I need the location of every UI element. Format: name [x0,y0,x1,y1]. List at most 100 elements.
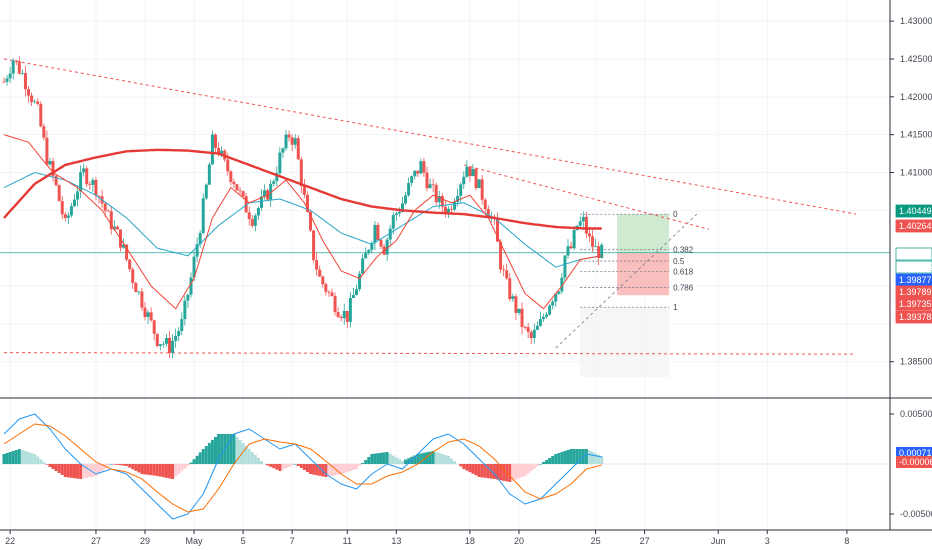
position-loss-zone[interactable] [617,252,670,296]
candle-body[interactable] [462,176,466,185]
candle-body[interactable] [278,152,282,174]
candle-body[interactable] [318,269,322,277]
macd-line[interactable] [3,413,602,520]
candle-body[interactable] [73,199,76,207]
candle-body[interactable] [20,73,24,74]
candle-body[interactable] [321,276,325,285]
candle-body[interactable] [60,201,64,215]
candle-body[interactable] [508,278,512,300]
candle-body[interactable] [253,215,257,226]
candle-body[interactable] [2,81,6,83]
candle-body[interactable] [293,138,297,145]
candle-body[interactable] [14,60,18,62]
candle-body[interactable] [146,312,150,317]
candle-body[interactable] [465,166,469,177]
candle-body[interactable] [541,316,545,320]
candle-body[interactable] [572,230,576,249]
candle-body[interactable] [348,297,352,322]
candle-body[interactable] [189,277,193,295]
candle-body[interactable] [434,184,438,203]
candle-body[interactable] [149,312,153,321]
candle-body[interactable] [327,291,331,293]
candle-body[interactable] [103,203,107,211]
candle-body[interactable] [220,150,224,155]
candle-body[interactable] [355,289,358,295]
candle-body[interactable] [183,300,187,320]
candle-body[interactable] [324,284,328,292]
candle-body[interactable] [106,210,110,212]
candle-body[interactable] [425,172,429,189]
candle-body[interactable] [42,126,46,138]
candle-body[interactable] [134,282,138,293]
candle-body[interactable] [431,184,435,186]
candle-body[interactable] [446,208,450,214]
candle-body[interactable] [600,244,604,258]
candle-body[interactable] [11,60,15,74]
candle-body[interactable] [97,195,101,197]
candle-body[interactable] [27,89,31,96]
candle-body[interactable] [272,181,276,184]
candle-body[interactable] [400,203,404,212]
candle-body[interactable] [336,312,340,318]
candle-body[interactable] [186,294,190,301]
candle-body[interactable] [5,78,9,82]
moving-average-teal[interactable] [3,171,602,268]
candle-body[interactable] [51,161,55,176]
candle-body[interactable] [597,246,601,258]
candle-body[interactable] [85,168,89,185]
candle-body[interactable] [250,219,254,226]
candle-body[interactable] [201,198,205,233]
candle-body[interactable] [287,134,291,138]
candle-body[interactable] [259,196,263,208]
candle-body[interactable] [155,333,159,346]
candle-body[interactable] [535,325,539,330]
candle-body[interactable] [128,259,132,270]
candle-body[interactable] [312,230,316,261]
candle-body[interactable] [137,291,141,293]
candle-body[interactable] [477,179,481,189]
candle-body[interactable] [581,216,585,222]
candle-body[interactable] [204,184,208,199]
candle-body[interactable] [554,293,558,302]
candle-body[interactable] [309,211,313,231]
candle-body[interactable] [63,214,67,218]
candle-body[interactable] [290,137,294,145]
candle-body[interactable] [342,310,346,319]
candle-body[interactable] [229,171,233,182]
candle-body[interactable] [39,103,43,127]
candle-body[interactable] [235,184,239,191]
candle-body[interactable] [370,242,374,250]
candle-body[interactable] [217,147,221,155]
candle-body[interactable] [526,327,530,332]
candle-body[interactable] [88,184,92,186]
candle-body[interactable] [566,246,570,256]
candle-body[interactable] [17,61,21,74]
candle-body[interactable] [275,173,279,182]
candle-body[interactable] [232,181,236,185]
candle-body[interactable] [407,182,411,196]
candle-body[interactable] [33,101,37,103]
candle-body[interactable] [315,260,319,270]
macd-pane[interactable] [0,413,890,520]
candle-body[interactable] [496,218,499,242]
candle-body[interactable] [171,340,175,353]
candle-body[interactable] [410,176,414,183]
candle-body[interactable] [330,292,334,296]
candle-body[interactable] [226,159,230,172]
time-axis[interactable]: 22 27 29 May 5 7 11 13 18 20 25 27 Jun 3 8 [5,530,849,546]
trendline[interactable] [3,58,857,215]
candle-body[interactable] [214,134,217,148]
candle-body[interactable] [443,206,447,214]
candle-body[interactable] [376,224,380,240]
candle-body[interactable] [339,317,343,319]
candle-body[interactable] [502,269,506,271]
candle-body[interactable] [364,252,368,259]
candle-body[interactable] [8,73,12,79]
candle-body[interactable] [361,258,365,274]
candle-body[interactable] [57,185,61,202]
candle-body[interactable] [474,168,478,189]
candle-body[interactable] [468,166,472,177]
candle-body[interactable] [247,212,251,220]
candle-body[interactable] [195,244,199,257]
candle-body[interactable] [174,335,178,341]
